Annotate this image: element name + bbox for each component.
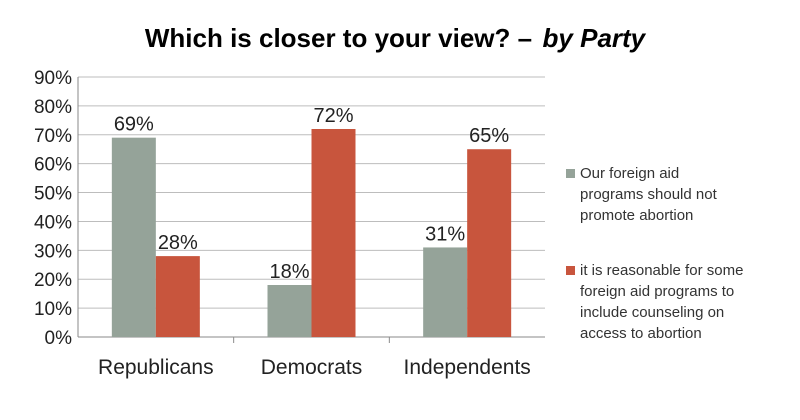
data-label: 28% <box>158 232 198 254</box>
chart-title: Which is closer to your view? – by Party <box>145 23 647 53</box>
legend-swatch <box>566 169 575 178</box>
legend-line: promote abortion <box>580 207 693 224</box>
data-label: 69% <box>114 114 154 136</box>
y-tick-label: 0% <box>45 328 73 349</box>
bar <box>155 256 200 337</box>
y-tick-label: 50% <box>34 184 72 205</box>
x-axis-categories: Republicans Democrats Independents <box>98 356 531 379</box>
legend-line: include counseling on <box>580 304 724 321</box>
y-tick-label: 10% <box>34 299 72 320</box>
y-tick-label: 40% <box>34 212 72 233</box>
chart-title-main: Which is closer to your view? – <box>145 23 532 53</box>
chart-title-subtitle: by Party <box>543 23 647 53</box>
y-tick-label: 60% <box>34 155 72 176</box>
legend-line: Our foreign aid <box>580 165 679 182</box>
data-label: 18% <box>269 261 309 283</box>
x-category-label: Independents <box>404 356 531 379</box>
y-tick-label: 30% <box>34 241 72 262</box>
bar <box>467 149 512 337</box>
data-label: 65% <box>469 125 509 147</box>
y-tick-label: 90% <box>34 68 72 89</box>
data-labels: 69% 28% 18% 72% 31% 65% <box>114 105 510 283</box>
legend-entry: it is reasonable for some foreign aid pro… <box>580 262 743 342</box>
legend-line: programs should not <box>580 186 718 203</box>
x-category-label: Republicans <box>98 356 214 379</box>
bar <box>311 129 356 337</box>
legend-line: it is reasonable for some <box>580 262 743 279</box>
data-label: 72% <box>313 105 353 127</box>
legend: Our foreign aid programs should not promot… <box>566 165 743 342</box>
data-label: 31% <box>425 223 465 245</box>
legend-entry: Our foreign aid programs should not promot… <box>580 165 718 224</box>
bar <box>111 137 156 337</box>
legend-line: foreign aid programs to <box>580 283 734 300</box>
y-tick-label: 70% <box>34 126 72 147</box>
x-category-label: Democrats <box>261 356 363 379</box>
bars <box>111 129 512 337</box>
y-axis-ticks: 0% 10% 20% 30% 40% 50% 60% 70% 80% 90% <box>34 68 72 349</box>
legend-swatch <box>566 266 575 275</box>
legend-line: access to abortion <box>580 325 702 342</box>
y-tick-label: 20% <box>34 270 72 291</box>
bar <box>267 285 312 337</box>
y-tick-label: 80% <box>34 97 72 118</box>
bar <box>423 247 468 337</box>
